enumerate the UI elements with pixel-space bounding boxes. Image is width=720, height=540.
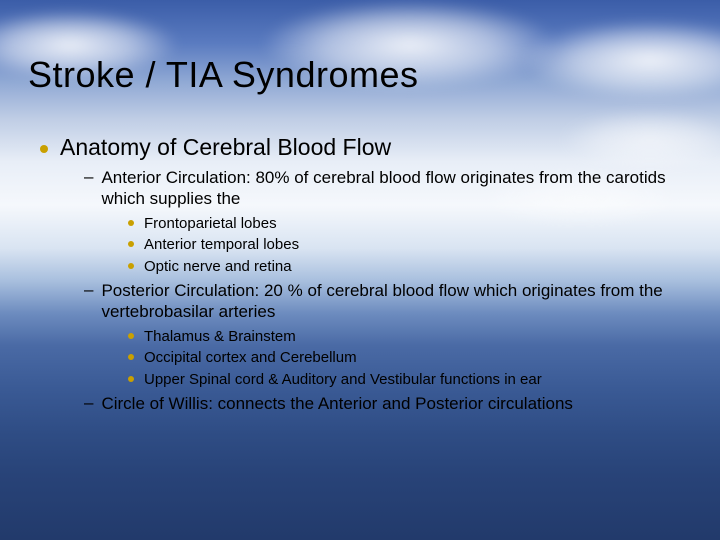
bullet-dot-icon: [128, 354, 134, 360]
bullet-level-3: Thalamus & Brainstem Occipital cortex an…: [128, 327, 692, 390]
slide-title: Stroke / TIA Syndromes: [28, 54, 692, 96]
lvl2-text: Posterior Circulation: 20 % of cerebral …: [101, 280, 692, 323]
bullet-dot-icon: [128, 333, 134, 339]
lvl3-text: Frontoparietal lobes: [144, 214, 277, 234]
bullet-dot-icon: [128, 263, 134, 269]
lvl1-text: Anatomy of Cerebral Blood Flow: [60, 134, 391, 161]
lvl3-text: Anterior temporal lobes: [144, 235, 299, 255]
list-item: – Circle of Willis: connects the Anterio…: [84, 393, 692, 414]
bullet-dot-icon: [128, 220, 134, 226]
lvl3-text: Upper Spinal cord & Auditory and Vestibu…: [144, 370, 542, 390]
lvl2-text: Circle of Willis: connects the Anterior …: [101, 393, 572, 414]
list-item: Upper Spinal cord & Auditory and Vestibu…: [128, 370, 692, 390]
bullet-dot-icon: [128, 241, 134, 247]
list-item: Anterior temporal lobes: [128, 235, 692, 255]
slide-content: Stroke / TIA Syndromes Anatomy of Cerebr…: [0, 0, 720, 414]
bullet-level-2: – Anterior Circulation: 80% of cerebral …: [84, 167, 692, 414]
list-item: Thalamus & Brainstem: [128, 327, 692, 347]
list-item: – Posterior Circulation: 20 % of cerebra…: [84, 280, 692, 323]
list-item: Optic nerve and retina: [128, 257, 692, 277]
dash-icon: –: [84, 393, 93, 413]
slide: Stroke / TIA Syndromes Anatomy of Cerebr…: [0, 0, 720, 540]
lvl3-text: Optic nerve and retina: [144, 257, 292, 277]
bullet-level-3: Frontoparietal lobes Anterior temporal l…: [128, 214, 692, 277]
bullet-dot-icon: [128, 376, 134, 382]
list-item: Occipital cortex and Cerebellum: [128, 348, 692, 368]
bullet-level-1: Anatomy of Cerebral Blood Flow – Anterio…: [40, 134, 692, 414]
list-item: Anatomy of Cerebral Blood Flow: [40, 134, 692, 161]
dash-icon: –: [84, 167, 93, 187]
list-item: – Anterior Circulation: 80% of cerebral …: [84, 167, 692, 210]
lvl3-text: Thalamus & Brainstem: [144, 327, 296, 347]
lvl3-text: Occipital cortex and Cerebellum: [144, 348, 357, 368]
lvl2-text: Anterior Circulation: 80% of cerebral bl…: [101, 167, 692, 210]
list-item: Frontoparietal lobes: [128, 214, 692, 234]
bullet-dot-icon: [40, 145, 48, 153]
dash-icon: –: [84, 280, 93, 300]
